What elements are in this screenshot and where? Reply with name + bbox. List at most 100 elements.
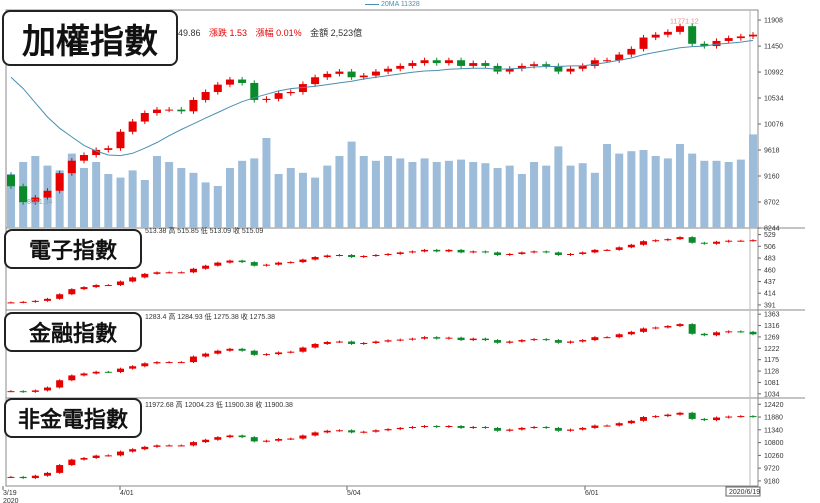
candle-body	[518, 340, 526, 342]
candle-body	[554, 65, 563, 72]
candle-body	[213, 84, 222, 93]
candle-body	[421, 249, 429, 252]
candle-body	[129, 449, 137, 452]
volume-bar	[250, 158, 259, 228]
candle-body	[469, 338, 477, 341]
volume-bar	[311, 177, 320, 228]
candle-body	[530, 426, 538, 428]
candle-body	[603, 60, 612, 62]
volume-bar	[736, 159, 745, 228]
volume-bar	[359, 156, 368, 228]
candle-body	[567, 341, 575, 343]
candle-body	[92, 285, 100, 288]
candle-body	[275, 262, 283, 265]
candle-body	[225, 79, 234, 85]
candle-body	[433, 249, 441, 252]
volume-bar	[712, 160, 721, 228]
candle-body	[530, 64, 539, 66]
candle-body	[323, 255, 331, 258]
candle-body	[445, 337, 453, 339]
candle-body	[92, 149, 101, 156]
y-tick-label: 483	[764, 256, 776, 263]
candle-body	[640, 241, 648, 245]
legend-ma-swatch	[365, 3, 379, 5]
legend-ma-label: 20MA	[380, 1, 399, 8]
candle-body	[700, 333, 708, 336]
candle-body	[299, 259, 307, 263]
candle-body	[457, 60, 466, 66]
candle-body	[664, 326, 672, 328]
volume-bar	[104, 174, 113, 228]
elec-info: 513.38 高 515.85 低 513.09 收 515.09	[145, 228, 264, 235]
candle-body	[663, 31, 672, 35]
candle-body	[396, 252, 404, 254]
candle-body	[347, 71, 356, 78]
candle-body	[299, 435, 307, 439]
volume-bar	[152, 156, 161, 228]
candle-body	[323, 430, 331, 433]
candle-body	[250, 262, 258, 266]
candle-body	[141, 273, 149, 278]
candle-body	[518, 252, 526, 254]
candle-body	[603, 425, 611, 427]
nonfin-info: 11972.68 高 12004.23 低 11900.38 收 11900.3…	[145, 402, 293, 409]
candle-body	[640, 328, 648, 332]
candle-body	[542, 64, 551, 66]
candle-body	[7, 476, 15, 478]
volume-bar	[457, 159, 466, 228]
candle-body	[348, 254, 356, 258]
candle-body	[31, 197, 40, 203]
candle-body	[68, 459, 76, 466]
y-tick-label: 12420	[764, 402, 784, 409]
candle-body	[579, 427, 587, 430]
candle-body	[493, 65, 502, 72]
candle-body	[457, 249, 465, 253]
volume-bar	[371, 160, 380, 228]
candle-body	[384, 253, 392, 255]
candle-body	[688, 324, 696, 334]
panel-title-main: 加權指數	[2, 10, 178, 66]
volume-bar	[542, 165, 551, 228]
y-tick-label: 1128	[764, 369, 779, 376]
candle-body	[360, 431, 368, 433]
candle-body	[262, 354, 270, 356]
volume-bar	[213, 186, 222, 228]
candle-body	[578, 65, 587, 69]
candle-body	[494, 427, 502, 431]
candle-body	[652, 240, 660, 242]
candle-body	[517, 65, 526, 69]
volume-bar	[517, 174, 526, 228]
candle-body	[287, 351, 295, 353]
main-info-part: 49.86	[178, 28, 201, 38]
x-tick-label: 3/19	[3, 490, 17, 497]
candle-body	[262, 440, 270, 442]
candle-body	[202, 265, 210, 269]
volume-bar	[55, 170, 64, 228]
candle-body	[116, 368, 124, 373]
candle-body	[725, 416, 733, 418]
x-tick-label: 4/01	[120, 490, 134, 497]
low-annotation: 8681.34	[27, 199, 52, 206]
candle-body	[736, 36, 745, 39]
candle-body	[737, 416, 745, 418]
volume-bar	[444, 160, 453, 228]
volume-bar	[749, 134, 757, 228]
candle-body	[323, 342, 331, 344]
candle-body	[396, 427, 404, 430]
y-tick-label: 10800	[764, 440, 784, 447]
candle-body	[421, 337, 429, 339]
y-tick-label: 506	[764, 244, 776, 251]
current-date-label: 2020/6/19	[729, 489, 760, 496]
candle-body	[165, 109, 174, 111]
x-tick-label: 2020	[3, 498, 19, 503]
candle-body	[615, 334, 623, 338]
candle-body	[433, 426, 441, 428]
volume-bar	[286, 168, 295, 228]
candle-body	[275, 352, 283, 355]
y-tick-label: 1175	[764, 357, 779, 364]
candle-body	[360, 342, 368, 344]
volume-bar	[225, 168, 234, 228]
y-tick-label: 9180	[764, 478, 780, 485]
candle-body	[201, 92, 210, 100]
